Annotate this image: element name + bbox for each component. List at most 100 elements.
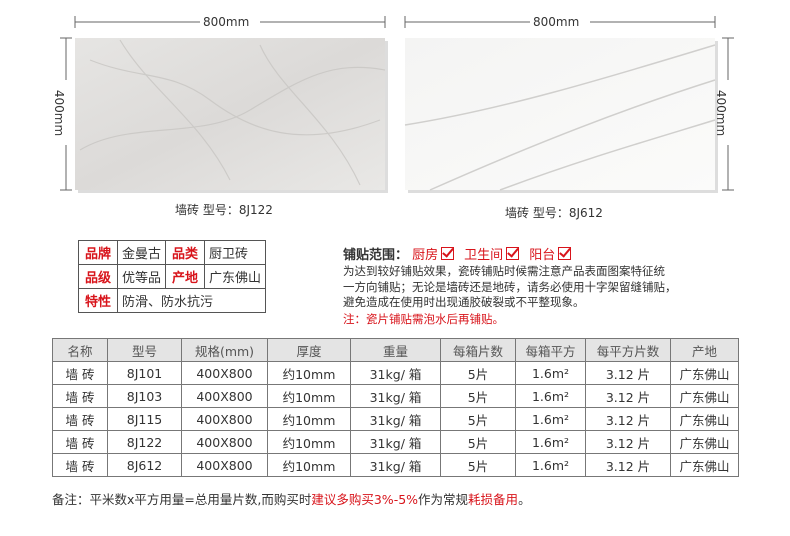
table-cell: 广东佛山 <box>670 453 739 477</box>
info-row: 品级 优等品 产地 广东佛山 <box>78 264 267 289</box>
footer-segment: 作为常规 <box>418 492 469 507</box>
width-label: 800mm <box>533 15 580 29</box>
table-cell: 3.12 片 <box>585 453 671 477</box>
table-cell: 400X800 <box>181 453 268 477</box>
header-cell: 规格(mm) <box>181 338 268 362</box>
table-cell: 约10mm <box>267 384 351 408</box>
table-row: 墙 砖 8J115 400X800 约10mm 31kg/ 箱 5片 1.6m² 3.12 片… <box>52 407 739 431</box>
info-value: 优等品 <box>116 264 167 289</box>
table-row: 墙 砖 8J101 400X800 约10mm 31kg/ 箱 5片 1.6m² 3.12 片… <box>52 361 739 385</box>
tile-caption: 墙砖 型号：8J612 <box>505 206 603 220</box>
info-label: 特性 <box>78 288 118 313</box>
paving-option: 阳台 <box>529 248 556 263</box>
checkbox <box>506 247 520 260</box>
tile-image <box>405 38 715 190</box>
header-cell: 名称 <box>52 338 108 362</box>
header-cell: 每箱平方 <box>515 338 586 362</box>
table-cell: 5片 <box>440 407 516 431</box>
info-value: 防滑、防水抗污 <box>116 288 267 313</box>
paving-option: 卫生间 <box>464 248 504 263</box>
table-cell: 3.12 片 <box>585 361 671 385</box>
tile-caption: 墙砖 型号：8J122 <box>175 203 273 217</box>
paving-note: 注：瓷片铺贴需泡水后再铺贴。 <box>343 312 504 326</box>
paving-line: 一方向铺贴；无论是墙砖还是地砖，请务必使用十字架留缝铺贴， <box>343 279 677 294</box>
height-label: 400mm <box>52 89 67 137</box>
table-cell: 3.12 片 <box>585 430 671 454</box>
table-cell: 31kg/ 箱 <box>350 453 441 477</box>
width-label: 800mm <box>203 15 250 29</box>
table-cell: 5片 <box>440 430 516 454</box>
table-cell: 广东佛山 <box>670 361 739 385</box>
footer-segment: 备注：平米数x平方用量=总用量片数,而购买时 <box>52 492 312 507</box>
table-cell: 31kg/ 箱 <box>350 407 441 431</box>
info-table: 品牌 金曼古 品类 厨卫砖 品级 优等品 产地 广东佛山 特性 防滑、防水抗污 <box>78 240 267 313</box>
table-cell: 1.6m² <box>515 430 586 454</box>
header-cell: 每箱片数 <box>440 338 516 362</box>
table-cell: 墙 砖 <box>52 430 108 454</box>
table-cell: 31kg/ 箱 <box>350 384 441 408</box>
paving-title: 铺贴范围： <box>343 248 409 263</box>
table-row: 墙 砖 8J103 400X800 约10mm 31kg/ 箱 5片 1.6m² 3.12 片… <box>52 384 739 408</box>
table-cell: 31kg/ 箱 <box>350 361 441 385</box>
marble-veins <box>79 39 386 186</box>
table-cell: 1.6m² <box>515 407 586 431</box>
header-cell: 厚度 <box>267 338 351 362</box>
info-value: 广东佛山 <box>204 264 267 289</box>
table-cell: 5片 <box>440 361 516 385</box>
paving-text: 为达到较好铺贴效果，瓷砖铺贴时候需注意产品表面图案特征统 一方向铺贴；无论是墙砖还… <box>343 264 677 311</box>
paving-line: 为达到较好铺贴效果，瓷砖铺贴时候需注意产品表面图案特征统 <box>343 264 665 278</box>
dimension-lines <box>60 16 734 191</box>
table-cell: 约10mm <box>267 453 351 477</box>
table-cell: 400X800 <box>181 361 268 385</box>
table-cell: 8J612 <box>107 453 182 477</box>
footer-segment: 。 <box>518 492 531 507</box>
info-value: 厨卫砖 <box>204 240 267 265</box>
table-cell: 墙 砖 <box>52 361 108 385</box>
table-cell: 1.6m² <box>515 453 586 477</box>
info-label: 品级 <box>78 264 118 289</box>
table-cell: 8J103 <box>107 384 182 408</box>
table-cell: 5片 <box>440 453 516 477</box>
checkbox <box>441 247 455 260</box>
info-label: 品牌 <box>78 240 118 265</box>
height-label: 400mm <box>714 89 729 137</box>
table-cell: 约10mm <box>267 430 351 454</box>
paving-line: 避免造成在使用时出现通胶破裂或不平整现象。 <box>343 295 585 309</box>
table-cell: 31kg/ 箱 <box>350 430 441 454</box>
header-row: 名称 型号 规格(mm) 厚度 重量 每箱片数 每箱平方 每平方片数 产地 <box>52 338 739 362</box>
table-cell: 400X800 <box>181 407 268 431</box>
header-cell: 产地 <box>670 338 739 362</box>
footer-segment: 建议多购买3%-5% <box>311 492 419 507</box>
table-cell: 墙 砖 <box>52 384 108 408</box>
table-cell: 3.12 片 <box>585 407 671 431</box>
info-label: 品类 <box>165 240 206 265</box>
table-cell: 广东佛山 <box>670 407 739 431</box>
table-cell: 8J122 <box>107 430 182 454</box>
table-cell: 广东佛山 <box>670 384 739 408</box>
spec-table: 名称 型号 规格(mm) 厚度 重量 每箱片数 每箱平方 每平方片数 产地墙 砖 8J101 400… <box>52 338 739 477</box>
header-cell: 重量 <box>350 338 441 362</box>
table-cell: 广东佛山 <box>670 430 739 454</box>
paving-option: 厨房 <box>412 248 439 263</box>
marble-veins <box>404 44 716 191</box>
info-row: 特性 防滑、防水抗污 <box>78 288 267 313</box>
table-cell: 8J101 <box>107 361 182 385</box>
table-row: 墙 砖 8J612 400X800 约10mm 31kg/ 箱 5片 1.6m² 3.12 片… <box>52 453 739 477</box>
table-cell: 墙 砖 <box>52 407 108 431</box>
table-row: 墙 砖 8J122 400X800 约10mm 31kg/ 箱 5片 1.6m² 3.12 片… <box>52 430 739 454</box>
footer-segment: 耗损备用 <box>468 492 519 507</box>
info-row: 品牌 金曼古 品类 厨卫砖 <box>78 240 267 265</box>
header-cell: 每平方片数 <box>585 338 671 362</box>
info-label: 产地 <box>165 264 206 289</box>
table-cell: 8J115 <box>107 407 182 431</box>
table-cell: 400X800 <box>181 430 268 454</box>
table-cell: 约10mm <box>267 361 351 385</box>
table-cell: 约10mm <box>267 407 351 431</box>
footer-note: 备注：平米数x平方用量=总用量片数,而购买时建议多购买3%-5%作为常规耗损备用… <box>52 489 531 508</box>
table-cell: 1.6m² <box>515 361 586 385</box>
info-value: 金曼古 <box>116 240 167 265</box>
table-cell: 3.12 片 <box>585 384 671 408</box>
table-cell: 400X800 <box>181 384 268 408</box>
checkbox <box>558 247 572 260</box>
